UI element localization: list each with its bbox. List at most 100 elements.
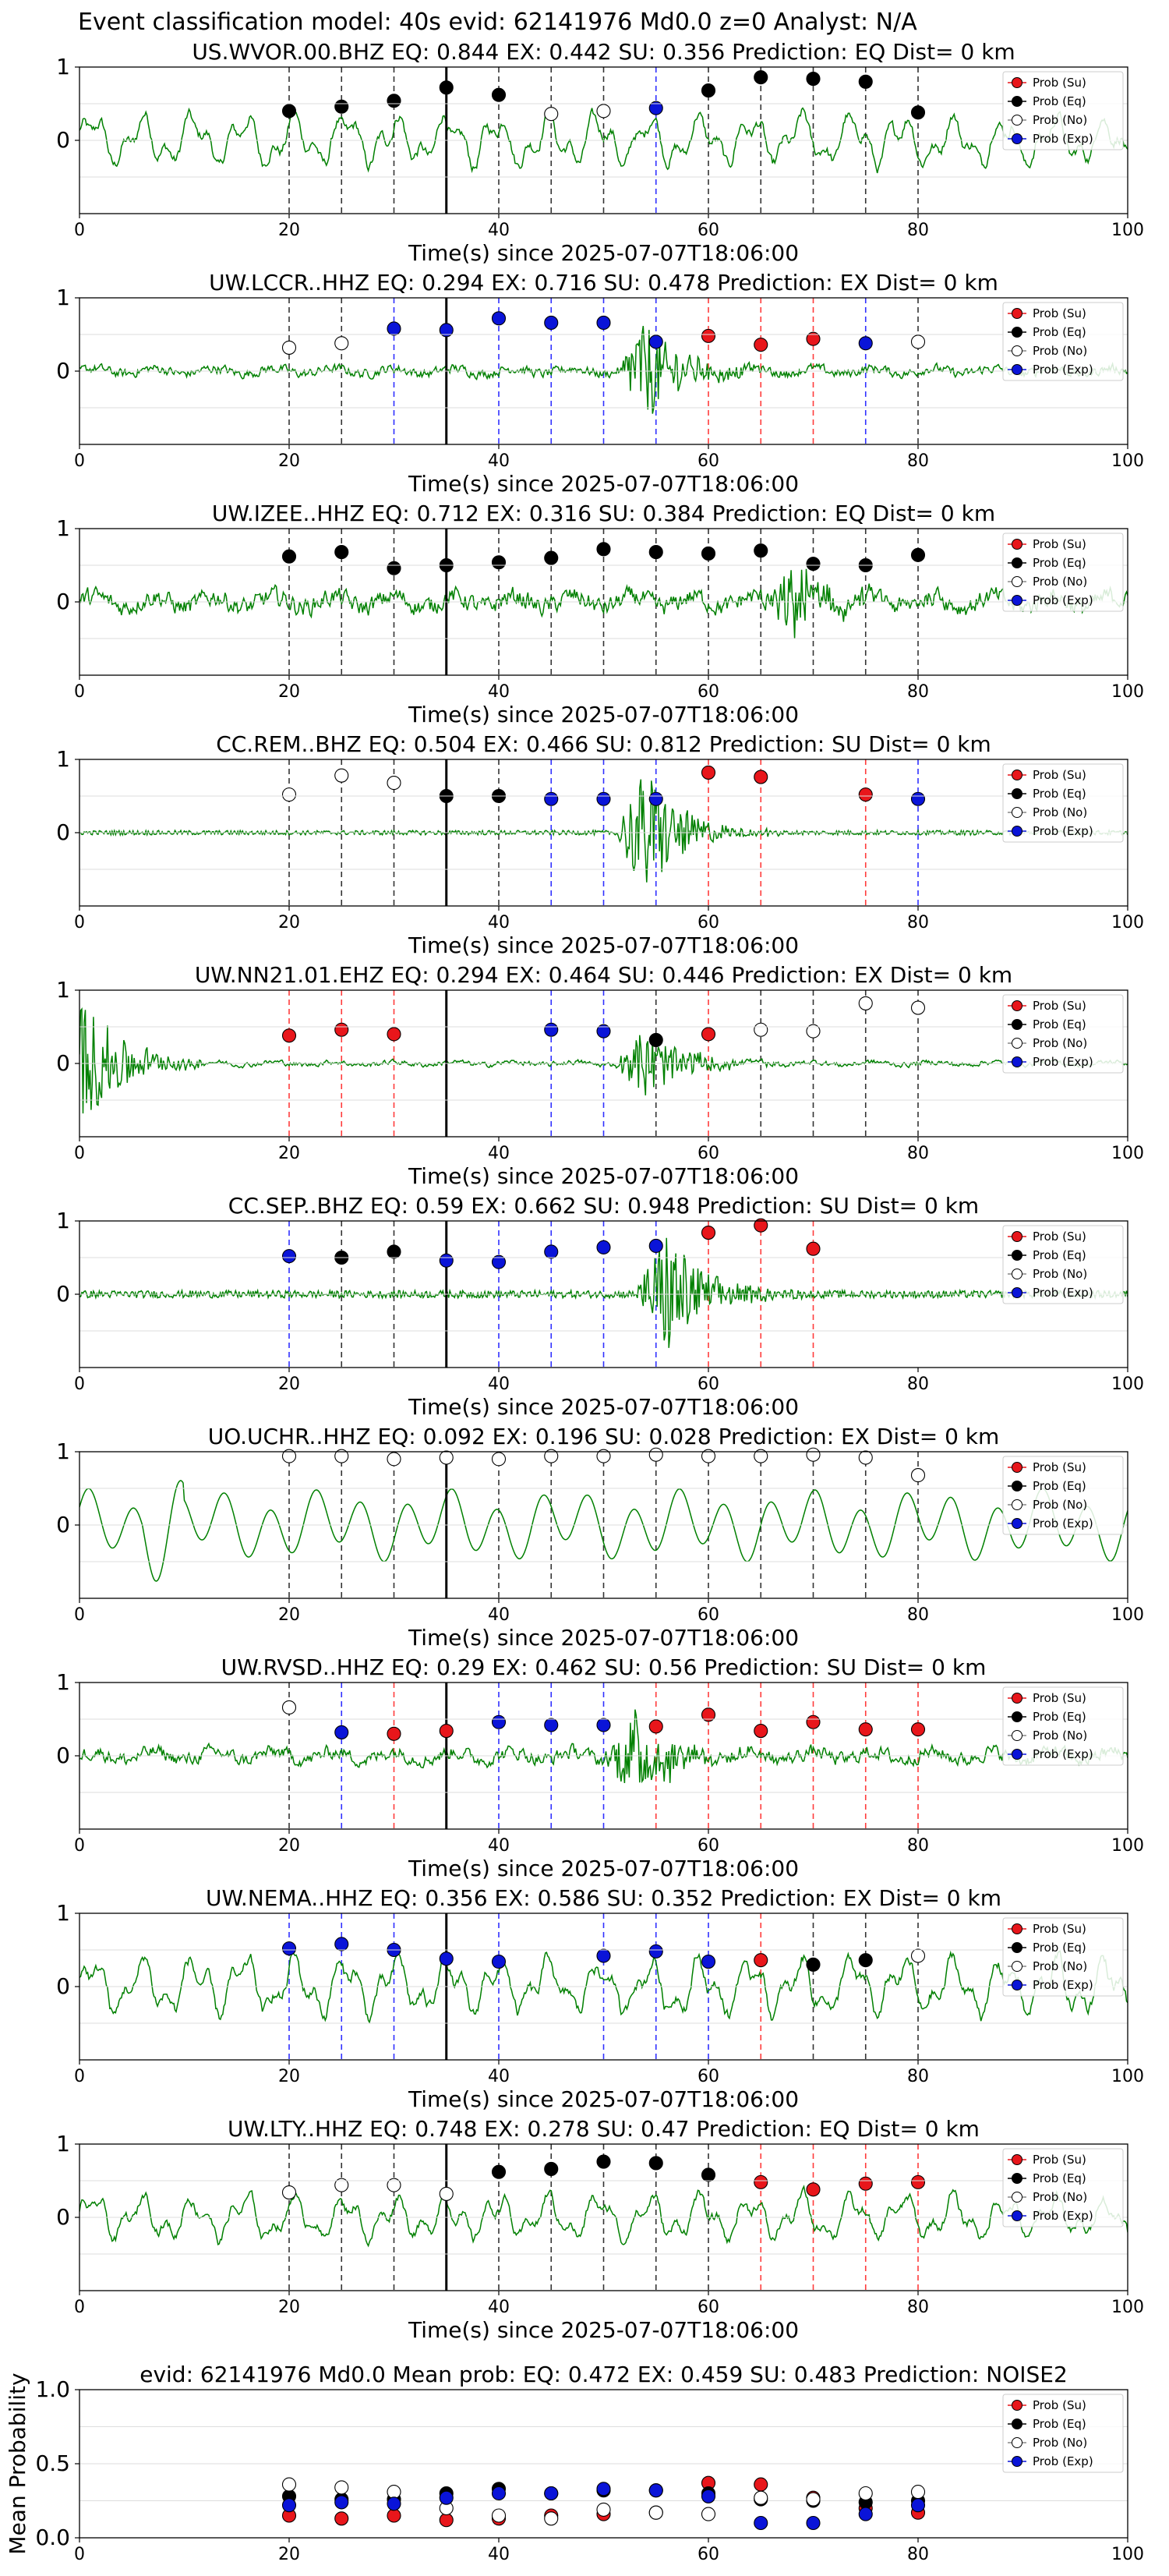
x-axis-label: Time(s) since 2025-07-07T18:06:00: [408, 1163, 799, 1189]
x-tick-label: 100: [1111, 1836, 1144, 1856]
x-tick-label: 80: [907, 2545, 929, 2564]
x-tick-label: 40: [488, 2298, 510, 2317]
prob-marker-su: [701, 1225, 716, 1240]
x-tick-label: 40: [488, 451, 510, 471]
y-tick-label: 1: [56, 54, 70, 80]
mean-panel: evid: 62141976 Md0.0 Mean prob: EQ: 0.47…: [5, 2362, 1144, 2564]
legend-label: Prob (Eq): [1033, 94, 1086, 108]
prob-marker-exp: [491, 311, 507, 326]
prob-marker-eq: [491, 2164, 507, 2179]
legend-box: [1002, 1686, 1124, 1766]
x-tick-label: 100: [1111, 2298, 1144, 2317]
legend-label: Prob (Eq): [1033, 556, 1086, 570]
x-tick-label: 0: [74, 1605, 85, 1625]
prob-marker-no: [439, 1450, 454, 1465]
legend-label: Prob (No): [1033, 1267, 1087, 1281]
prob-marker-no: [806, 1024, 821, 1039]
prob-marker-eq: [387, 561, 401, 575]
mean-prob-marker-exp: [439, 2490, 454, 2505]
legend-marker: [1012, 1923, 1022, 1934]
legend-label: Prob (No): [1033, 1729, 1087, 1743]
prob-marker-exp: [334, 1937, 349, 1951]
legend-marker: [1012, 576, 1022, 587]
prob-marker-eq: [701, 83, 716, 98]
legend-marker: [1012, 1038, 1022, 1049]
station-panel: UW.IZEE..HHZ EQ: 0.712 EX: 0.316 SU: 0.3…: [56, 501, 1144, 727]
prob-marker-eq: [858, 1953, 873, 1968]
x-tick-label: 100: [1111, 682, 1144, 702]
prob-marker-su: [387, 1726, 401, 1741]
x-axis-label: Time(s) since 2025-07-07T18:06:00: [408, 1625, 799, 1651]
station-panel: UW.LCCR..HHZ EQ: 0.294 EX: 0.716 SU: 0.4…: [56, 270, 1144, 497]
prob-marker-eq: [544, 2161, 559, 2177]
legend-label: Prob (Eq): [1033, 1017, 1086, 1031]
legend-marker: [1012, 1287, 1022, 1298]
x-tick-label: 20: [278, 451, 300, 471]
legend-marker: [1012, 1749, 1022, 1760]
y-tick-label: 1: [56, 1438, 70, 1464]
mean-prob-marker-no: [910, 2485, 926, 2500]
y-tick-label: 0.0: [35, 2525, 70, 2550]
mean-prob-marker-exp: [648, 2483, 663, 2498]
panel-title: UW.RVSD..HHZ EQ: 0.29 EX: 0.462 SU: 0.56…: [221, 1654, 987, 1680]
y-tick-label: 0: [56, 1281, 70, 1307]
y-tick-label: 0: [56, 589, 70, 614]
x-tick-label: 0: [74, 913, 85, 932]
x-tick-label: 80: [907, 2067, 929, 2086]
station-panel: CC.REM..BHZ EQ: 0.504 EX: 0.466 SU: 0.81…: [56, 731, 1144, 958]
prob-marker-exp: [544, 1022, 559, 1037]
x-tick-label: 20: [278, 1144, 300, 1163]
x-tick-label: 0: [74, 1144, 85, 1163]
x-tick-label: 0: [74, 1375, 85, 1394]
legend-marker: [1012, 2173, 1022, 2184]
legend-label: Prob (No): [1033, 805, 1087, 819]
station-panel: UO.UCHR..HHZ EQ: 0.092 EX: 0.196 SU: 0.0…: [56, 1424, 1144, 1651]
prob-marker-eq: [387, 94, 401, 108]
prob-marker-no: [387, 1452, 401, 1467]
prob-marker-no: [387, 776, 401, 791]
x-axis-label: Time(s) since 2025-07-07T18:06:00: [408, 1394, 799, 1420]
x-tick-label: 60: [698, 2067, 719, 2086]
waveform-trace: [79, 1709, 1128, 1784]
waveform-trace: [79, 1237, 1128, 1348]
legend-label: Prob (Exp): [1033, 593, 1093, 607]
x-tick-label: 60: [698, 1605, 719, 1625]
prob-marker-su: [858, 1722, 873, 1737]
prob-marker-su: [806, 331, 821, 346]
prob-marker-no: [858, 996, 873, 1010]
waveform-trace: [79, 326, 1128, 414]
prob-marker-no: [596, 104, 611, 119]
legend-marker: [1012, 77, 1022, 88]
prob-marker-exp: [281, 1249, 297, 1264]
mean-prob-marker-no: [806, 2492, 821, 2507]
prob-marker-exp: [596, 1024, 611, 1039]
station-panel: UW.NEMA..HHZ EQ: 0.356 EX: 0.586 SU: 0.3…: [56, 1885, 1144, 2112]
legend-label: Prob (No): [1033, 344, 1087, 358]
x-tick-label: 60: [698, 1144, 719, 1163]
mean-prob-marker-no: [648, 2505, 663, 2520]
legend-marker: [1012, 2210, 1022, 2221]
x-tick-label: 100: [1111, 1144, 1144, 1163]
legend-marker: [1012, 807, 1022, 818]
prob-marker-no: [281, 340, 297, 355]
legend-box: [1002, 2394, 1124, 2473]
panel-title: US.WVOR.00.BHZ EQ: 0.844 EX: 0.442 SU: 0…: [192, 39, 1015, 65]
panel-title: UO.UCHR..HHZ EQ: 0.092 EX: 0.196 SU: 0.0…: [208, 1424, 1000, 1449]
legend-marker: [1012, 1019, 1022, 1030]
prob-marker-no: [544, 1449, 559, 1463]
prob-marker-exp: [439, 1951, 454, 1966]
x-tick-label: 40: [488, 1836, 510, 1856]
prob-marker-no: [754, 1449, 768, 1463]
prob-marker-eq: [910, 547, 926, 562]
legend-label: Prob (Su): [1033, 1922, 1086, 1936]
prob-marker-su: [806, 2182, 821, 2197]
y-tick-label: 0: [56, 1973, 70, 1999]
x-tick-label: 40: [488, 1144, 510, 1163]
prob-marker-exp: [491, 1954, 507, 1969]
prob-marker-exp: [544, 791, 559, 806]
y-axis-label: Mean Probability: [5, 2373, 30, 2554]
prob-marker-eq: [806, 71, 821, 87]
mean-prob-marker-no: [701, 2507, 716, 2521]
legend-label: Prob (Eq): [1033, 2417, 1086, 2431]
legend-label: Prob (Exp): [1033, 1516, 1093, 1530]
